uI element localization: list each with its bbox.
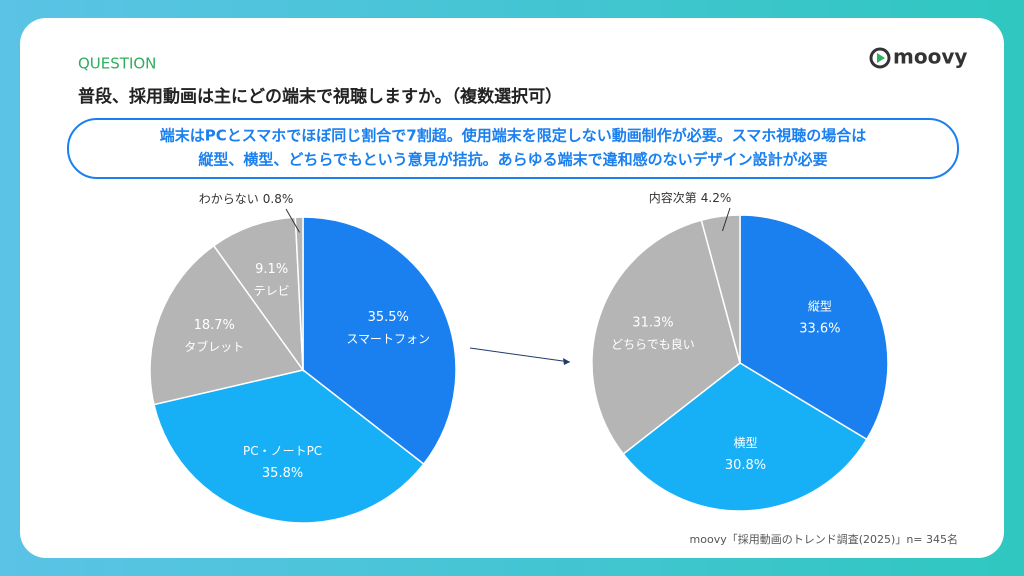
pie-slice: [302, 216, 457, 466]
slice-value: 33.6%: [799, 321, 840, 336]
pie-slice: [153, 369, 425, 524]
slice-name: 内容次第: [649, 190, 697, 205]
pie-slice: [739, 214, 889, 441]
slice-value: 30.8%: [725, 458, 766, 473]
slice-label: 内容次第 4.2%: [649, 190, 732, 205]
logo: moovy: [869, 45, 967, 69]
slice-label: わからない 0.8%: [199, 192, 294, 206]
slice-value: 31.3%: [632, 315, 673, 330]
pie-slice: [591, 219, 741, 456]
slice-name: 横型: [733, 436, 757, 450]
slice-value: 18.7%: [194, 318, 235, 333]
slice-name: わからない: [199, 192, 259, 206]
pie-slice: [212, 216, 304, 373]
pie-slice: [294, 216, 304, 371]
pie-slice: [149, 244, 305, 406]
arrow: [469, 347, 571, 363]
summary-box: [67, 118, 959, 179]
heading: 普段、採用動画は主にどの端末で視聴しますか。（複数選択可）: [78, 86, 562, 107]
logo-icon: [869, 47, 891, 69]
slice-name: どちらでも良い: [611, 336, 695, 351]
summary-line: 端末はPCとスマホでほぼ同じ割合で7割超。使用端末を限定しない動画制作が必要。ス…: [160, 127, 867, 145]
leader-line: [721, 207, 731, 232]
slice-name: テレビ: [254, 284, 290, 298]
slice-value: 35.8%: [262, 466, 303, 481]
logo-play: [877, 53, 885, 63]
slice-value: 4.2%: [701, 191, 732, 205]
summary-line: 縦型、横型、どちらでもという意見が拮抗。あらゆる端末で違和感のないデザイン設計が…: [198, 151, 827, 169]
pie-slice: [622, 362, 868, 512]
arrow-head: [563, 358, 570, 365]
question-label: QUESTION: [78, 55, 156, 73]
slice-name: PC・ノートPC: [243, 444, 322, 458]
slice-name: 縦型: [808, 299, 832, 313]
source: moovy「採用動画のトレンド調査(2025)」n= 345名: [690, 532, 958, 546]
slice-value: 0.8%: [263, 192, 294, 206]
leader-line: [285, 208, 300, 233]
logo-text: moovy: [893, 45, 967, 69]
slice-value: 9.1%: [255, 262, 288, 277]
slice-value: 35.5%: [368, 310, 409, 325]
slice-name: タブレット: [184, 339, 244, 354]
slice-name: スマートフォン: [346, 332, 430, 346]
pie-slice: [700, 214, 741, 364]
